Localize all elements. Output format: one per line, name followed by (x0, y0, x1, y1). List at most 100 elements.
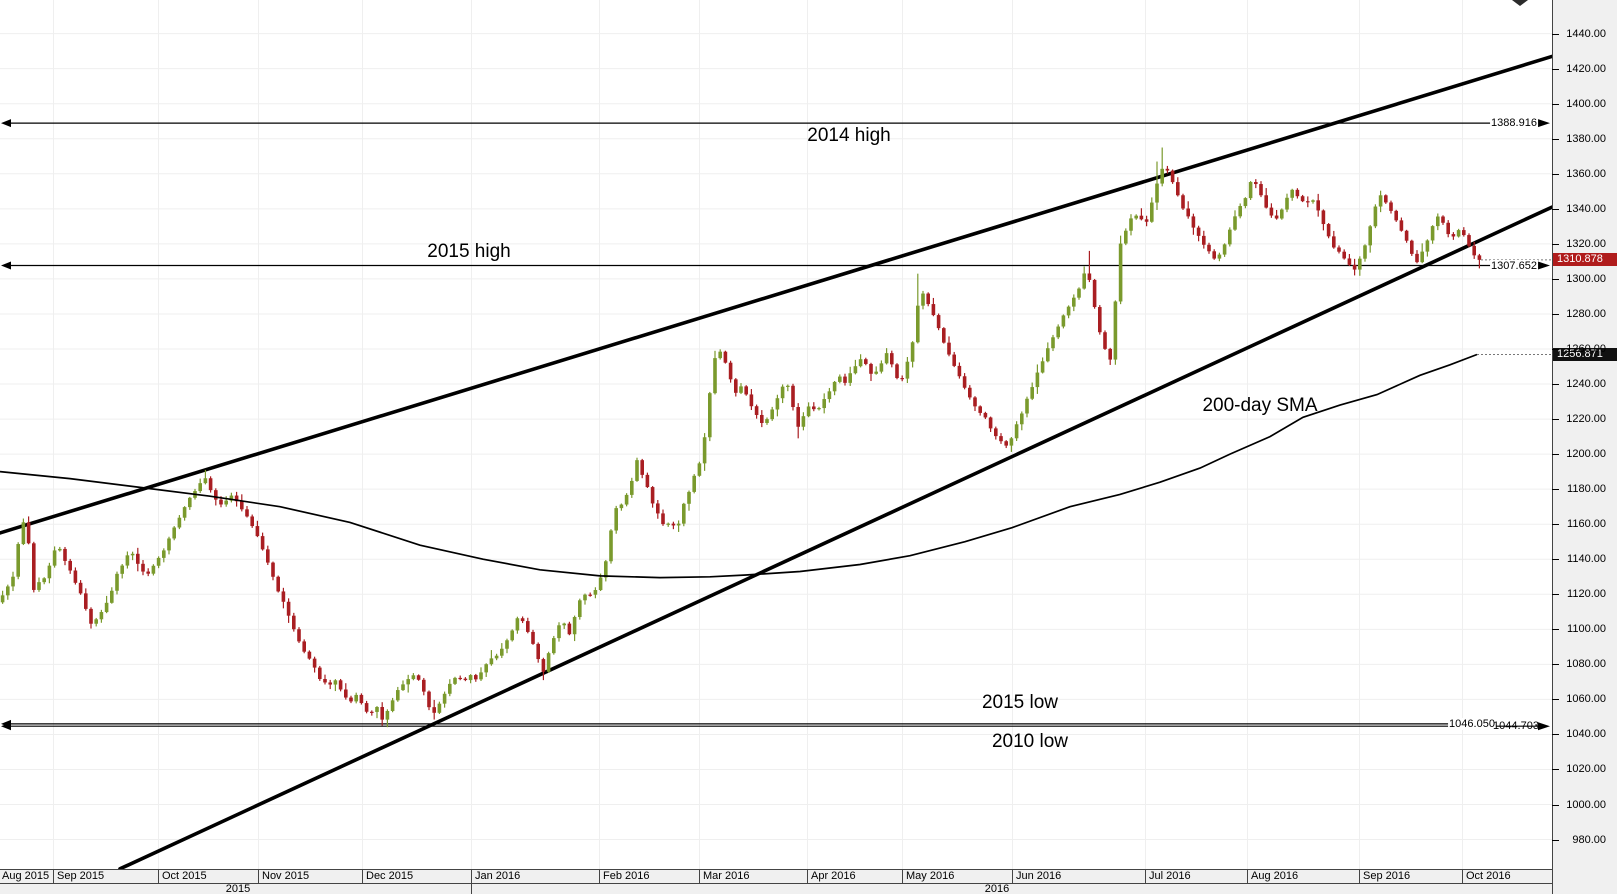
month-divider (53, 869, 54, 883)
annotation-2014-high: 2014 high (807, 125, 891, 146)
candle-body (994, 428, 998, 437)
candle-body (988, 417, 993, 429)
candle-body (1462, 230, 1466, 236)
price-tick-dash (1552, 664, 1559, 666)
candle-body (916, 305, 920, 343)
price-tick-label: 1060.00 (1566, 693, 1606, 706)
candle-body (697, 463, 702, 476)
candle-body (1108, 348, 1112, 360)
candle-body (921, 293, 925, 306)
candle-body (1144, 219, 1149, 222)
candle-body (604, 561, 608, 578)
month-label: Jul 2016 (1149, 870, 1191, 882)
candle-body (1436, 216, 1440, 227)
level-label-1046: 1046.050 (1448, 717, 1496, 730)
price-tick-label: 1240.00 (1566, 378, 1606, 391)
price-tick-label: 1100.00 (1567, 623, 1606, 636)
candle-body (1196, 227, 1201, 236)
candle-body (1295, 189, 1300, 197)
price-tick-label: 1120.00 (1567, 588, 1606, 601)
price-tick-dash (1552, 839, 1559, 841)
sma-value-badge: 1256.871 (1553, 347, 1617, 361)
plot-area[interactable] (0, 0, 1552, 869)
candle-body (1170, 170, 1175, 183)
candle-body (1155, 183, 1159, 203)
candle-body (640, 460, 644, 475)
candle-body (390, 700, 395, 711)
price-tick-dash (1552, 489, 1559, 491)
sma-line (0, 353, 1478, 579)
candle-body (1337, 247, 1341, 252)
candle-body (318, 667, 322, 680)
candle-body (422, 679, 426, 692)
candle-body (864, 359, 868, 364)
price-tick-dash (1552, 699, 1559, 701)
month-label: Nov 2015 (262, 870, 310, 882)
level-right-arrow (1538, 261, 1550, 270)
candle-body (1254, 182, 1258, 185)
price-tick-dash (1552, 33, 1559, 35)
candle-body (489, 658, 494, 665)
candle-body (806, 406, 811, 417)
candle-body (1222, 244, 1227, 255)
candle-body (1316, 200, 1320, 211)
candle-body (47, 565, 52, 579)
price-axis[interactable] (1552, 0, 1617, 894)
candle-body (1238, 206, 1242, 217)
time-axis-year-separator (0, 883, 1552, 884)
candle-body (245, 509, 249, 517)
upper-channel-trendline (0, 54, 1552, 535)
month-label: Oct 2016 (1466, 870, 1511, 882)
level-label-1044: 1044.703 (1493, 720, 1539, 733)
candle-body (26, 522, 31, 544)
level-label-1307: 1307.652 (1490, 259, 1538, 272)
candle-body (775, 398, 780, 410)
candle-body (6, 586, 10, 596)
candle-body (1425, 240, 1430, 252)
candle-body (739, 386, 743, 393)
candle-body (448, 683, 452, 694)
candle-body (832, 381, 837, 392)
candle-body (744, 386, 748, 395)
level-left-arrow (1, 722, 11, 731)
candle-body (1363, 245, 1367, 259)
candle-body (780, 386, 785, 399)
candle-body (229, 495, 234, 501)
candle-body (1342, 251, 1346, 259)
candle-body (1181, 195, 1185, 209)
price-tick-label: 1020.00 (1566, 763, 1606, 776)
candle-body (1326, 224, 1331, 237)
candle-body (1477, 255, 1482, 260)
candle-body (1358, 258, 1362, 270)
candle-body (63, 548, 67, 561)
candle-body (661, 513, 665, 525)
month-label: Sep 2015 (57, 870, 105, 882)
price-tick-dash (1552, 103, 1559, 105)
price-tick-label: 1380.00 (1566, 132, 1606, 145)
candle-body (219, 499, 223, 505)
candle-body (1020, 413, 1024, 425)
candle-body (234, 495, 239, 502)
candle-body (1274, 215, 1279, 219)
candle-body (1087, 273, 1092, 280)
year-label: 2016 (984, 883, 1010, 894)
candle-body (858, 359, 863, 367)
candle-body (1264, 195, 1268, 208)
candle-body (370, 711, 374, 713)
candle-body (978, 406, 982, 413)
candle-body (1035, 372, 1040, 388)
candle-body (1290, 189, 1294, 198)
candle-body (1243, 198, 1248, 207)
candle-body (520, 618, 525, 622)
candle-body (104, 602, 109, 613)
candle-body (479, 672, 483, 680)
candle-body (354, 694, 358, 702)
candle-body (650, 487, 655, 504)
candle-body (510, 630, 514, 641)
month-label: Apr 2016 (811, 870, 856, 882)
candle-body (1113, 301, 1118, 360)
candle-body (1207, 244, 1211, 252)
price-tick-dash (1552, 419, 1559, 421)
candle-body (957, 365, 962, 377)
candle-body (895, 364, 899, 379)
